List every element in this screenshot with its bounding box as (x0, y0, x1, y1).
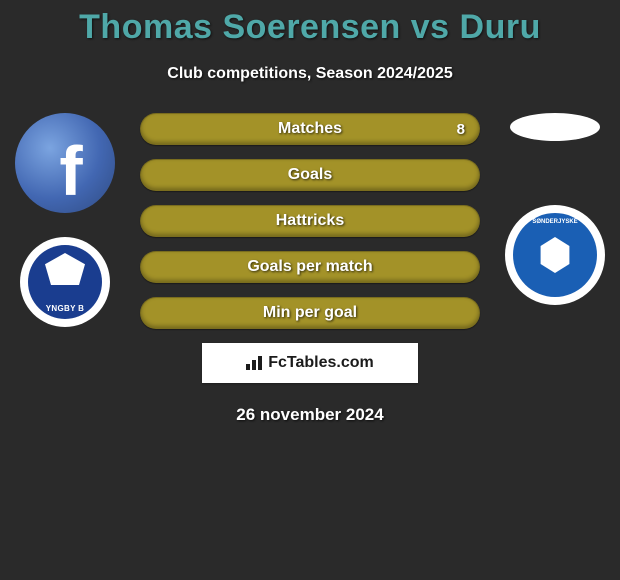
bars-icon (246, 356, 264, 370)
right-club-badge (505, 205, 605, 305)
stats-bars: Matches 8 Goals Hattricks Goals per matc… (140, 113, 480, 425)
right-player-column (500, 113, 610, 305)
stat-value-right: 8 (457, 114, 465, 144)
left-club-badge (20, 237, 110, 327)
sonderjyske-badge-icon (513, 213, 597, 297)
stat-label: Matches (141, 114, 479, 144)
stat-row-goals-per-match: Goals per match (140, 251, 480, 283)
left-player-column (10, 113, 120, 327)
facebook-avatar-icon (15, 113, 115, 213)
lyngby-badge-icon (28, 245, 102, 319)
attribution-label: FcTables.com (246, 354, 374, 372)
attribution-box: FcTables.com (202, 343, 418, 383)
stat-label: Hattricks (141, 206, 479, 236)
stat-row-matches: Matches 8 (140, 113, 480, 145)
stat-label: Goals (141, 160, 479, 190)
attribution-text: FcTables.com (268, 354, 374, 372)
comparison-title: Thomas Soerensen vs Duru (0, 0, 620, 47)
stat-row-hattricks: Hattricks (140, 205, 480, 237)
footer-date: 26 november 2024 (140, 405, 480, 425)
right-avatar-placeholder (510, 113, 600, 141)
comparison-content: Matches 8 Goals Hattricks Goals per matc… (0, 113, 620, 443)
stat-row-min-per-goal: Min per goal (140, 297, 480, 329)
stat-row-goals: Goals (140, 159, 480, 191)
stat-label: Goals per match (141, 252, 479, 282)
stat-label: Min per goal (141, 298, 479, 328)
comparison-subtitle: Club competitions, Season 2024/2025 (0, 65, 620, 83)
